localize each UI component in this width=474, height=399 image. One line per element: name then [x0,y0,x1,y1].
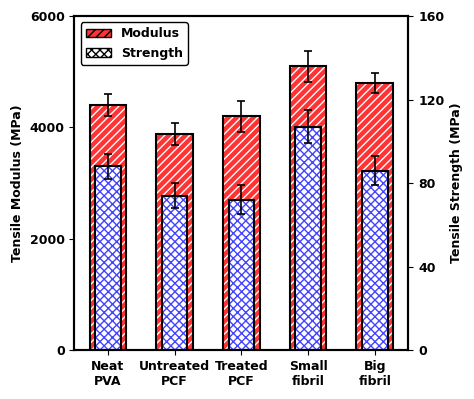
Bar [362,171,388,350]
Bar [295,127,321,350]
Y-axis label: Tensile Modulus (MPa): Tensile Modulus (MPa) [11,104,24,262]
Legend: Modulus, Strength: Modulus, Strength [81,22,188,65]
Bar [95,166,120,350]
Bar [356,83,393,350]
Bar [90,105,126,350]
Bar [228,200,254,350]
Bar [162,196,187,350]
Y-axis label: Tensile Strength (MPa): Tensile Strength (MPa) [450,103,463,263]
Bar [290,66,327,350]
Bar [223,117,260,350]
Bar [156,134,193,350]
